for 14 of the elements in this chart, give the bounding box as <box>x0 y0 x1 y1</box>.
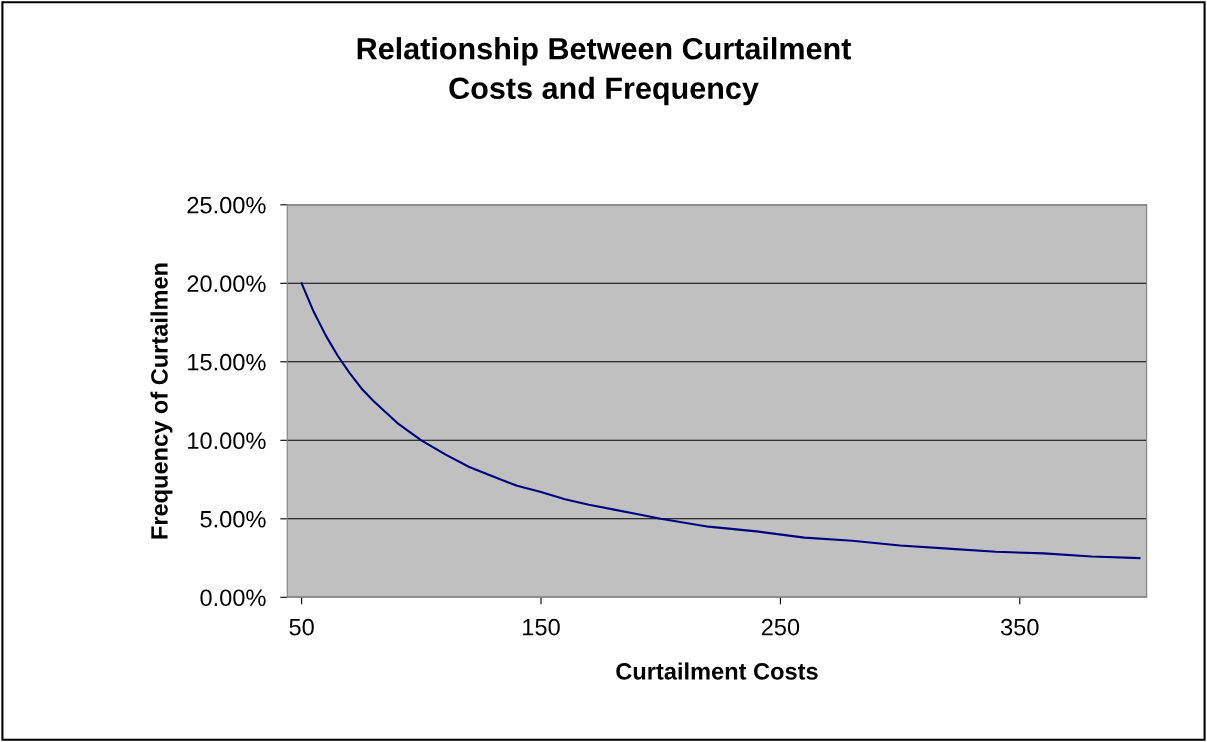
x-axis-title: Curtailment Costs <box>616 662 818 680</box>
y-tick-label: 10.00% <box>188 432 266 450</box>
y-tick-label: 0.00% <box>200 589 266 607</box>
chart-title: Relationship Between Curtailment Costs and Frequency <box>357 37 852 106</box>
y-axis-title: Frequency of Curtailmen <box>150 263 173 539</box>
y-tick-label: 15.00% <box>188 353 266 371</box>
line-series <box>300 282 1141 560</box>
y-tick-label: 20.00% <box>187 275 266 293</box>
y-tick-label: 25.00% <box>187 196 266 214</box>
x-tick-label: 250 <box>761 618 800 636</box>
x-tick-label: 50 <box>289 618 314 636</box>
y-tick-label: 5.00% <box>200 510 266 528</box>
x-tick-label: 350 <box>1000 618 1039 636</box>
x-tick-label: 150 <box>523 618 560 636</box>
